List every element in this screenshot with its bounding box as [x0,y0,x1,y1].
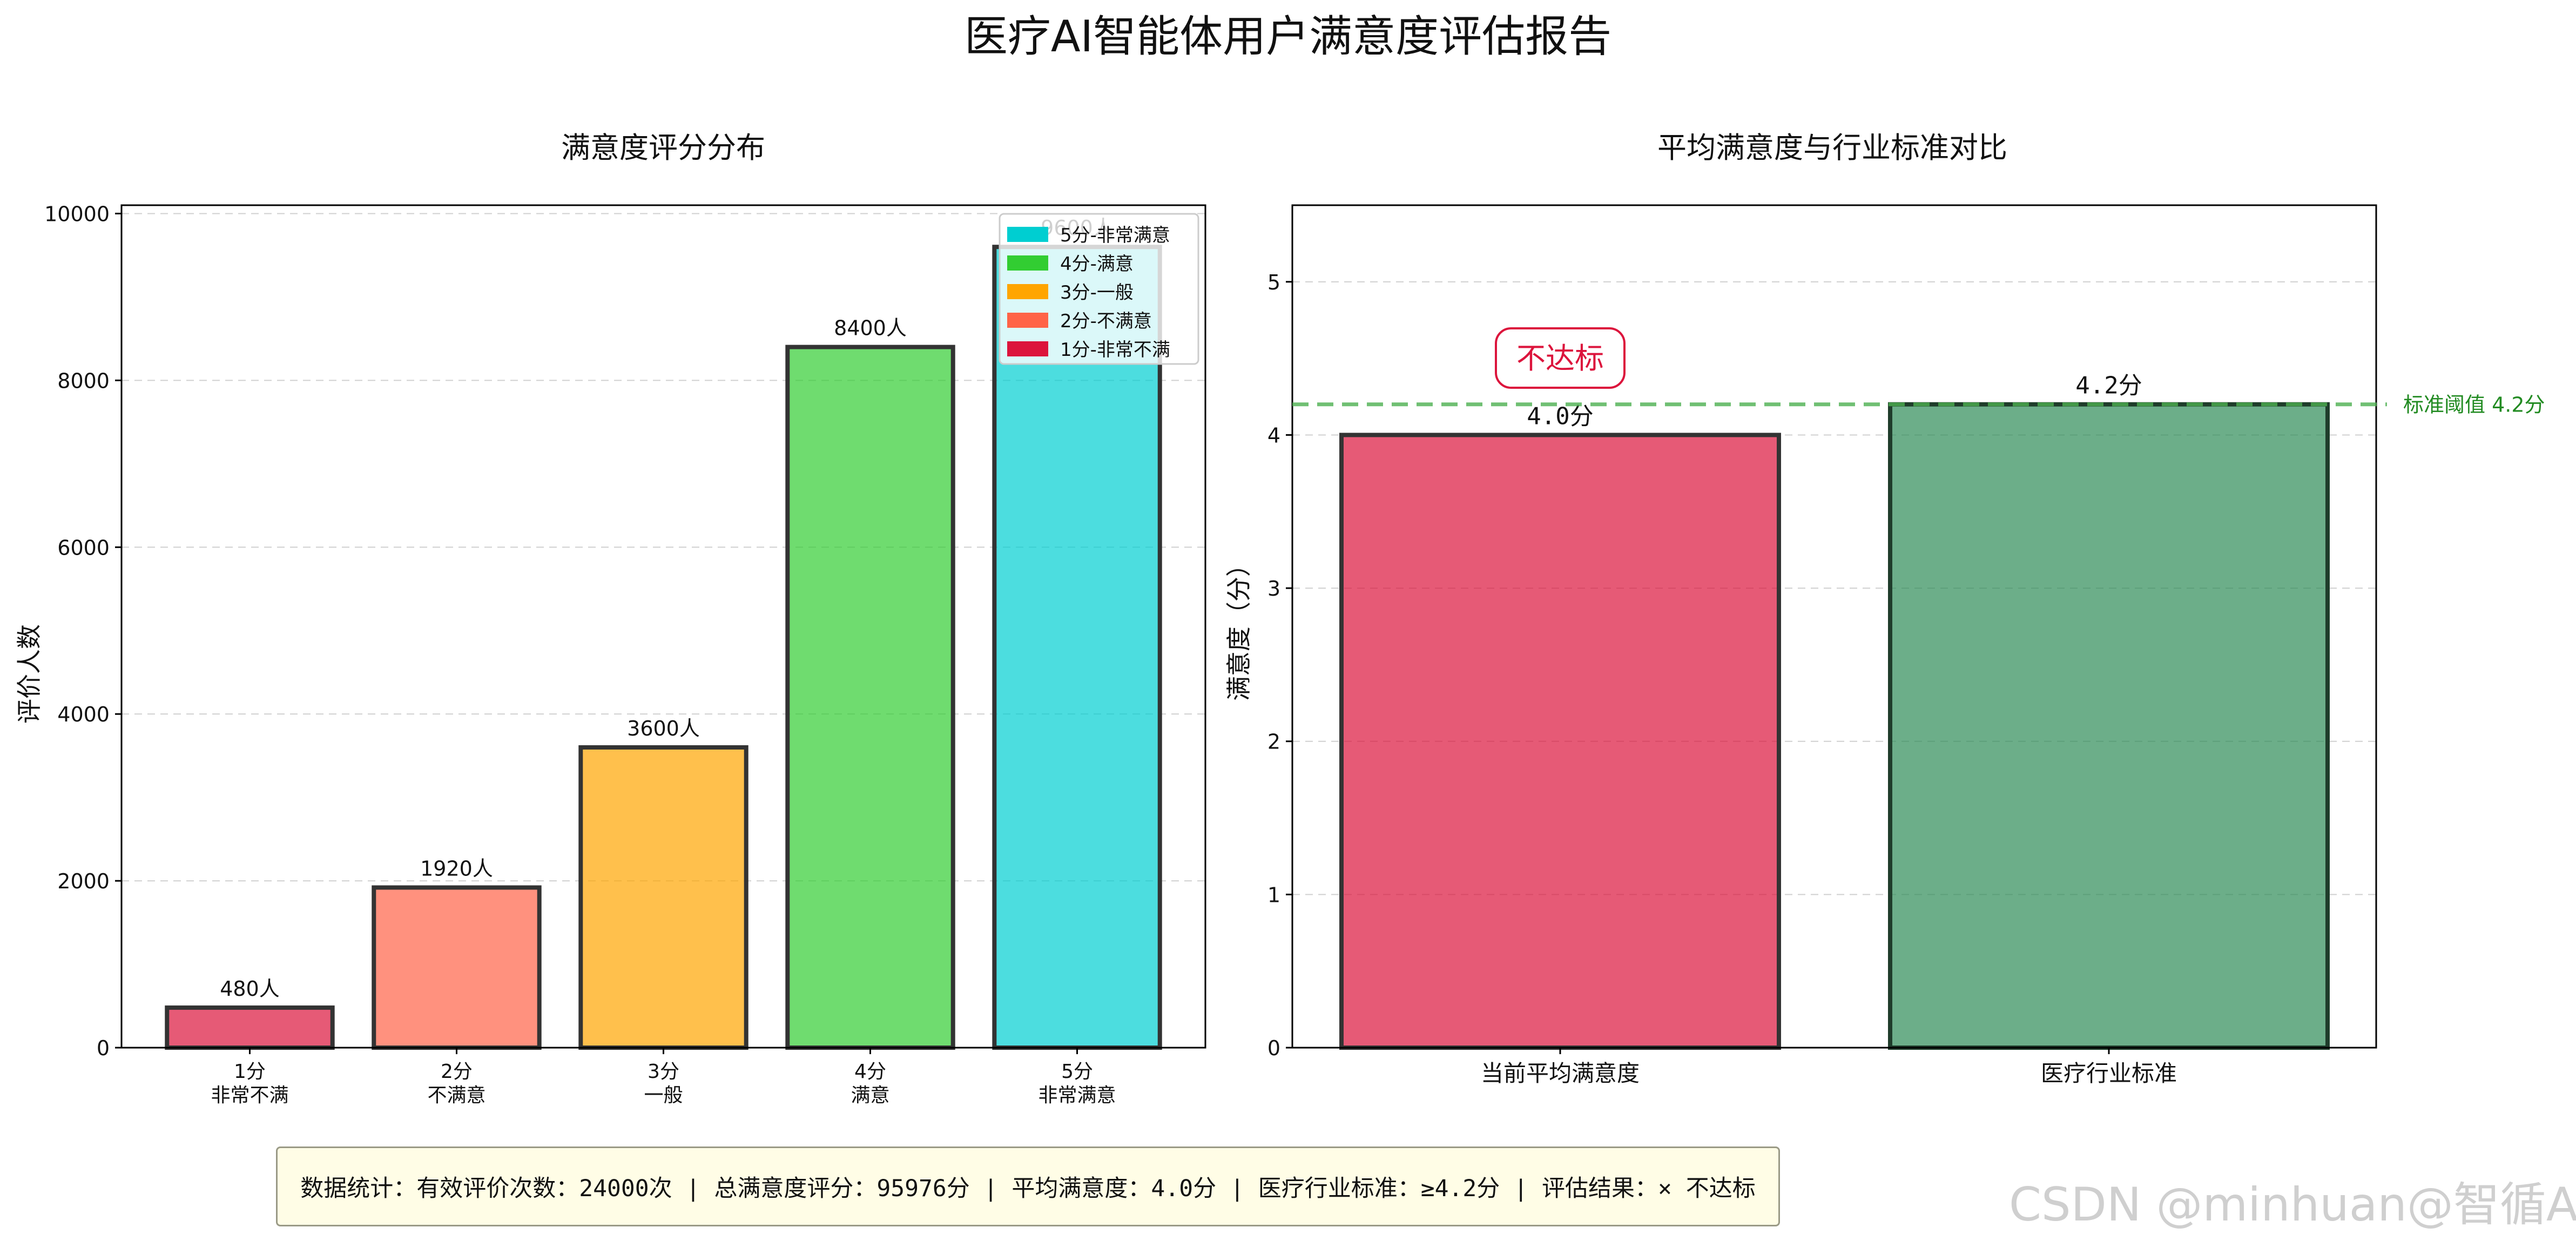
legend-entry: 2分-不满意 [1060,311,1152,332]
legend-swatch [1007,341,1048,356]
bar-value-label: 480人 [220,977,280,1001]
legend-swatch [1007,313,1048,328]
x-tick-sublabel: 满意 [851,1084,890,1107]
y-tick-label: 4 [1267,423,1280,447]
x-tick-label: 医疗行业标准 [2041,1060,2177,1087]
y-tick-label: 10000 [44,202,110,226]
threshold-label: 标准阈值 4.2分 [2403,393,2545,417]
summary-box: 数据统计：有效评价次数：24000次 | 总满意度评分：95976分 | 平均满… [276,1146,1780,1226]
y-tick-label: 3 [1267,577,1280,601]
bar-score-3 [578,745,748,1050]
y-tick-label: 2 [1267,730,1280,754]
x-tick-label: 4分 [854,1061,886,1083]
legend-entry: 1分-非常不满 [1060,339,1170,361]
comparison-chart: 平均满意度与行业标准对比 满意度（分） 4.0分 4.2分 0 1 2 3 4 5 当前平均满… [1224,131,2545,1087]
bar-score-5 [992,245,1162,1050]
distribution-plot-frame [120,204,1206,1049]
legend-swatch [1007,255,1048,271]
x-tick-sublabel: 不满意 [427,1084,485,1107]
fail-annotation: 不达标 [1516,341,1604,375]
legend-swatch [1007,284,1048,299]
legend-entry: 5分-非常满意 [1060,225,1170,246]
bar-value-label: 4.2分 [2075,372,2142,400]
comparison-chart-title: 平均满意度与行业标准对比 [1657,131,2007,165]
fail-annotation-box [1495,327,1626,389]
y-tick-label: 6000 [57,536,110,559]
x-tick-label: 1分 [234,1061,266,1083]
bar-value-label: 8400人 [834,316,907,340]
distribution-y-label: 评价人数 [15,624,44,724]
distribution-chart-title: 满意度评分分布 [561,131,765,165]
watermark: CSDN @minhuan@智循AI [2009,1178,2576,1232]
x-tick-sublabel: 非常不满 [211,1084,288,1107]
bar-score-4 [785,345,955,1050]
distribution-chart: 满意度评分分布 评价人数 480人1920人3600人8400人9600人 02… [15,131,1206,1107]
x-tick-label: 当前平均满意度 [1481,1060,1640,1087]
x-tick-label: 2分 [441,1061,473,1083]
x-tick-label: 3分 [648,1061,679,1083]
bar-score-1 [165,1005,335,1050]
main-title: 医疗AI智能体用户满意度评估报告 [965,11,1611,62]
y-tick-label: 0 [1267,1036,1280,1060]
legend-entry: 4分-满意 [1060,253,1134,275]
bar-score-2 [372,885,542,1050]
x-tick-label: 5分 [1061,1061,1093,1083]
comparison-y-label: 满意度（分） [1224,552,1253,701]
bar-value-label: 1920人 [420,856,493,880]
x-tick-sublabel: 非常满意 [1039,1084,1116,1107]
y-tick-label: 1 [1267,883,1280,907]
y-tick-label: 2000 [57,869,110,893]
bar-industry-standard [1888,402,2330,1050]
bar-value-label: 3600人 [627,717,700,740]
y-tick-label: 4000 [57,703,110,726]
comparison-plot-frame [1291,204,2377,1049]
legend-swatch [1007,227,1048,242]
bar-current-average [1339,433,1781,1050]
bar-value-label: 4.0分 [1527,402,1593,430]
legend-box [999,213,1199,365]
legend-entry: 3分-一般 [1060,282,1134,303]
y-tick-label: 8000 [57,369,110,393]
y-tick-label: 5 [1267,271,1280,294]
legend: 5分-非常满意 4分-满意 3分-一般 2分-不满意 1分-非常不满 [999,213,1199,365]
x-tick-sublabel: 一般 [644,1084,683,1107]
y-tick-label: 0 [97,1036,110,1060]
